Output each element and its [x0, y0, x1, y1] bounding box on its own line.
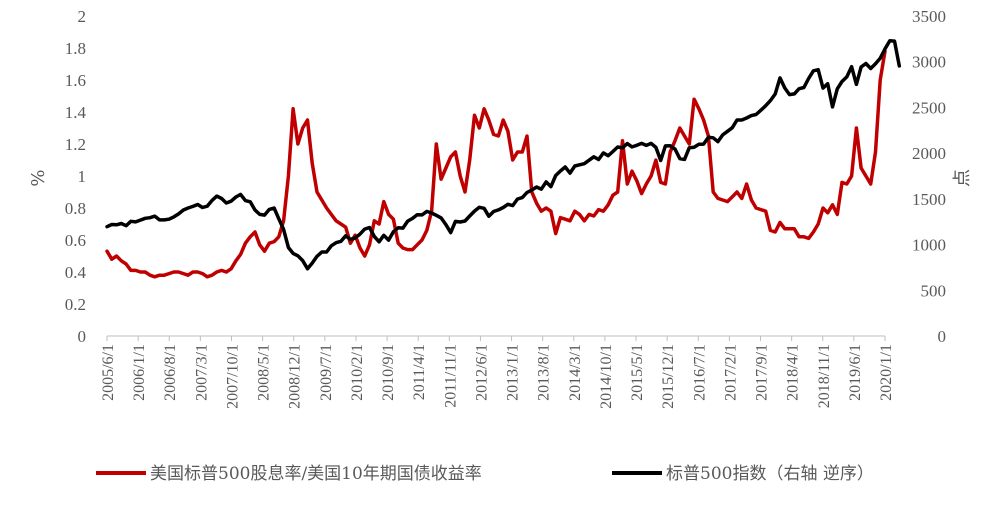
left-tick-label: 0.6: [65, 231, 86, 250]
x-tick-label: 2018/4/1: [785, 344, 802, 401]
x-tick-label: 2010/9/1: [380, 344, 397, 401]
left-tick-label: 0.2: [65, 295, 86, 314]
x-tick-label: 2006/1/1: [131, 344, 148, 401]
right-axis-label: 点: [952, 169, 973, 187]
x-tick-label: 2019/6/1: [847, 344, 864, 401]
x-tick-label: 2008/5/1: [256, 344, 273, 401]
series-line-sp500: [105, 38, 902, 271]
x-tick-label: 2014/3/1: [567, 344, 584, 401]
x-tick-label: 2015/5/1: [629, 344, 646, 401]
x-axis-ticks: 2005/6/1 2006/1/1 2006/8/1 2007/3/1 2007/10/…: [100, 336, 895, 409]
x-tick-label: 2009/7/1: [318, 344, 335, 401]
left-tick-label: 1.6: [65, 71, 86, 90]
legend-item-dividend-ratio: 美国标普500股息率/美国10年期国债收益率: [96, 464, 482, 484]
left-tick-label: 0.4: [65, 263, 87, 282]
right-tick-label: 0: [938, 327, 947, 346]
left-tick-label: 2: [78, 7, 87, 26]
x-tick-label: 2007/10/1: [224, 344, 241, 409]
x-tick-label: 2017/2/1: [722, 344, 739, 401]
legend-label-sp500: 标普500指数（右轴 逆序）: [666, 464, 874, 484]
x-tick-label: 2011/11/1: [442, 344, 459, 408]
x-tick-label: 2007/3/1: [193, 344, 210, 401]
x-tick-label: 2013/8/1: [536, 344, 553, 401]
left-tick-label: 0: [78, 327, 87, 346]
legend: 美国标普500股息率/美国10年期国债收益率 标普500指数（右轴 逆序）: [96, 464, 874, 484]
x-tick-label: 2014/10/1: [598, 344, 615, 409]
left-tick-label: 1.4: [65, 103, 87, 122]
legend-label-dividend-ratio: 美国标普500股息率/美国10年期国债收益率: [150, 464, 482, 484]
left-axis-ticks: 0 0.2 0.4 0.6 0.8 1 1.2 1.4 1.6 1.8 2: [65, 7, 87, 346]
x-tick-label: 2005/6/1: [100, 344, 117, 401]
left-axis-label: %: [28, 169, 49, 186]
right-tick-label: 3500: [912, 7, 946, 26]
series-layer: [105, 38, 902, 279]
right-tick-label: 3000: [912, 53, 946, 72]
right-tick-label: 2000: [912, 144, 946, 163]
x-tick-label: 2006/8/1: [162, 344, 179, 401]
left-tick-label: 1: [78, 167, 87, 186]
series-line-dividend-ratio: [105, 49, 887, 279]
x-tick-label: 2010/2/1: [349, 344, 366, 401]
left-tick-label: 0.8: [65, 199, 86, 218]
right-tick-label: 500: [921, 281, 947, 300]
left-tick-label: 1.2: [65, 135, 86, 154]
x-tick-label: 2020/1/1: [878, 344, 895, 401]
x-tick-label: 2015/12/1: [660, 344, 677, 409]
left-tick-label: 1.8: [65, 39, 86, 58]
x-tick-label: 2013/1/1: [505, 344, 522, 401]
x-tick-label: 2016/7/1: [691, 344, 708, 401]
x-tick-label: 2011/4/1: [411, 344, 428, 400]
x-tick-label: 2017/9/1: [754, 344, 771, 401]
x-tick-label: 2018/11/1: [816, 344, 833, 408]
x-tick-label: 2008/12/1: [287, 344, 304, 409]
right-axis-ticks: 0 500 1000 1500 2000 2500 3000 3500: [912, 7, 946, 346]
legend-item-sp500: 标普500指数（右轴 逆序）: [612, 464, 874, 484]
plot-area: 0 0.2 0.4 0.6 0.8 1 1.2 1.4 1.6 1.8 2 0 500 1000 1500…: [65, 7, 946, 409]
x-tick-label: 2012/6/1: [473, 344, 490, 401]
right-tick-label: 2500: [912, 98, 946, 117]
right-tick-label: 1500: [912, 190, 946, 209]
right-tick-label: 1000: [912, 236, 946, 255]
